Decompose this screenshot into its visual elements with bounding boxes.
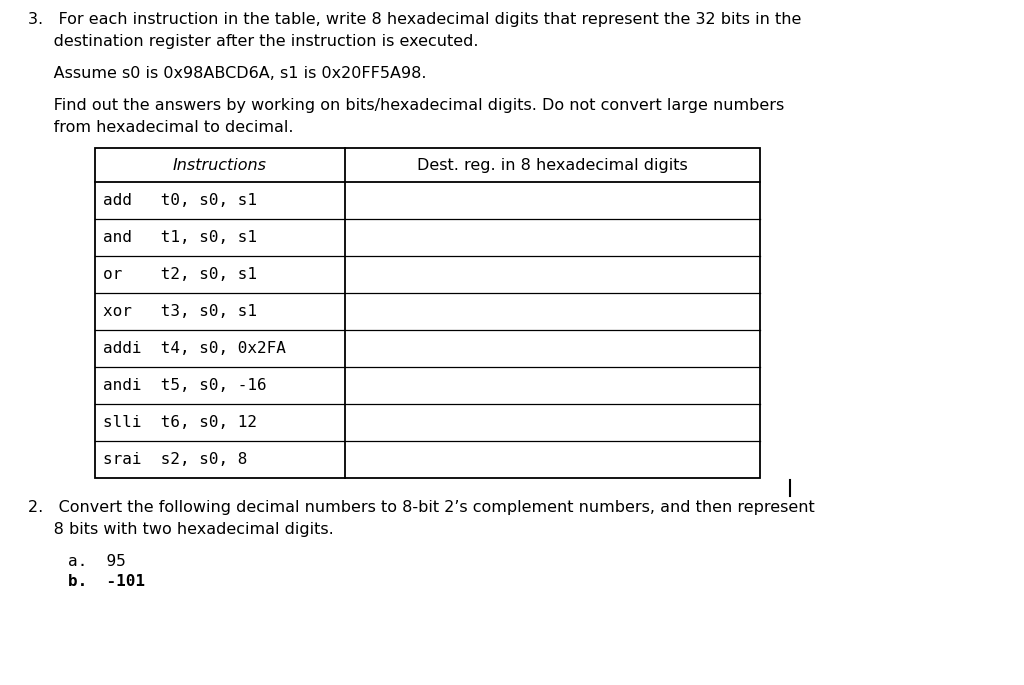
Text: add   t0, s0, s1: add t0, s0, s1 xyxy=(103,193,257,208)
Text: b.  -101: b. -101 xyxy=(68,574,145,589)
Text: Instructions: Instructions xyxy=(173,158,267,173)
Text: addi  t4, s0, 0x2FA: addi t4, s0, 0x2FA xyxy=(103,341,286,356)
Text: andi  t5, s0, -16: andi t5, s0, -16 xyxy=(103,378,266,393)
Text: 2.   Convert the following decimal numbers to 8-bit 2’s complement numbers, and : 2. Convert the following decimal numbers… xyxy=(28,500,815,515)
Text: 8 bits with two hexadecimal digits.: 8 bits with two hexadecimal digits. xyxy=(28,522,334,537)
Text: srai  s2, s0, 8: srai s2, s0, 8 xyxy=(103,452,248,467)
Bar xyxy=(95,148,760,478)
Text: slli  t6, s0, 12: slli t6, s0, 12 xyxy=(103,415,257,430)
Text: xor   t3, s0, s1: xor t3, s0, s1 xyxy=(103,304,257,319)
Text: from hexadecimal to decimal.: from hexadecimal to decimal. xyxy=(28,120,294,135)
Text: destination register after the instruction is executed.: destination register after the instructi… xyxy=(28,34,478,49)
Text: Find out the answers by working on bits/hexadecimal digits. Do not convert large: Find out the answers by working on bits/… xyxy=(28,98,784,113)
Text: 3.   For each instruction in the table, write 8 hexadecimal digits that represen: 3. For each instruction in the table, wr… xyxy=(28,12,802,27)
Text: and   t1, s0, s1: and t1, s0, s1 xyxy=(103,230,257,245)
Text: or    t2, s0, s1: or t2, s0, s1 xyxy=(103,267,257,282)
Text: a.  95: a. 95 xyxy=(68,554,126,569)
Text: Assume s0 is 0x98ABCD6A, s1 is 0x20FF5A98.: Assume s0 is 0x98ABCD6A, s1 is 0x20FF5A9… xyxy=(28,66,427,81)
Text: Dest. reg. in 8 hexadecimal digits: Dest. reg. in 8 hexadecimal digits xyxy=(417,158,688,173)
